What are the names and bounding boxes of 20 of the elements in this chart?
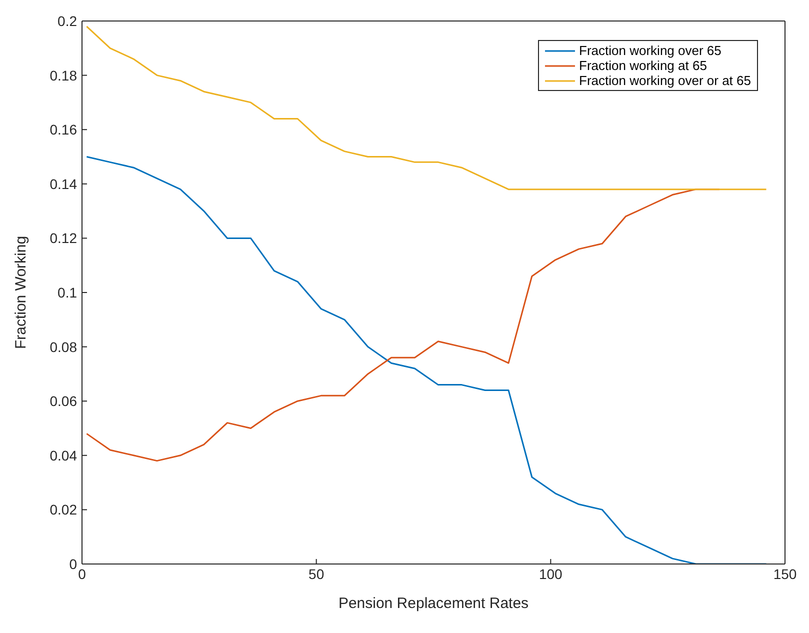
legend-label: Fraction working over or at 65 — [579, 73, 751, 88]
y-tick-label: 0.14 — [50, 176, 78, 192]
x-tick-label: 100 — [538, 566, 563, 582]
y-tick-label: 0.08 — [50, 338, 78, 355]
line-series — [86, 26, 768, 190]
x-tick-label: 50 — [308, 566, 324, 582]
y-tick-label: 0.2 — [58, 12, 78, 29]
y-tick-label: 0.1 — [58, 284, 78, 300]
legend-label: Fraction working at 65 — [579, 58, 707, 73]
y-tick-label: 0.06 — [50, 393, 78, 410]
y-tick-label: 0.04 — [50, 447, 78, 464]
y-tick-label: 0.16 — [50, 122, 78, 138]
y-tick-label: 0 — [69, 556, 78, 572]
y-axis-title: Fraction Working — [12, 236, 30, 350]
y-tick-label: 0.12 — [50, 230, 78, 246]
legend-label: Fraction working over 65 — [579, 43, 722, 58]
y-tick-label: 0.02 — [50, 502, 78, 518]
x-axis-title: Pension Replacement Rates — [338, 595, 529, 612]
x-tick-label: 150 — [773, 566, 797, 582]
y-tick-label: 0.18 — [50, 67, 78, 84]
